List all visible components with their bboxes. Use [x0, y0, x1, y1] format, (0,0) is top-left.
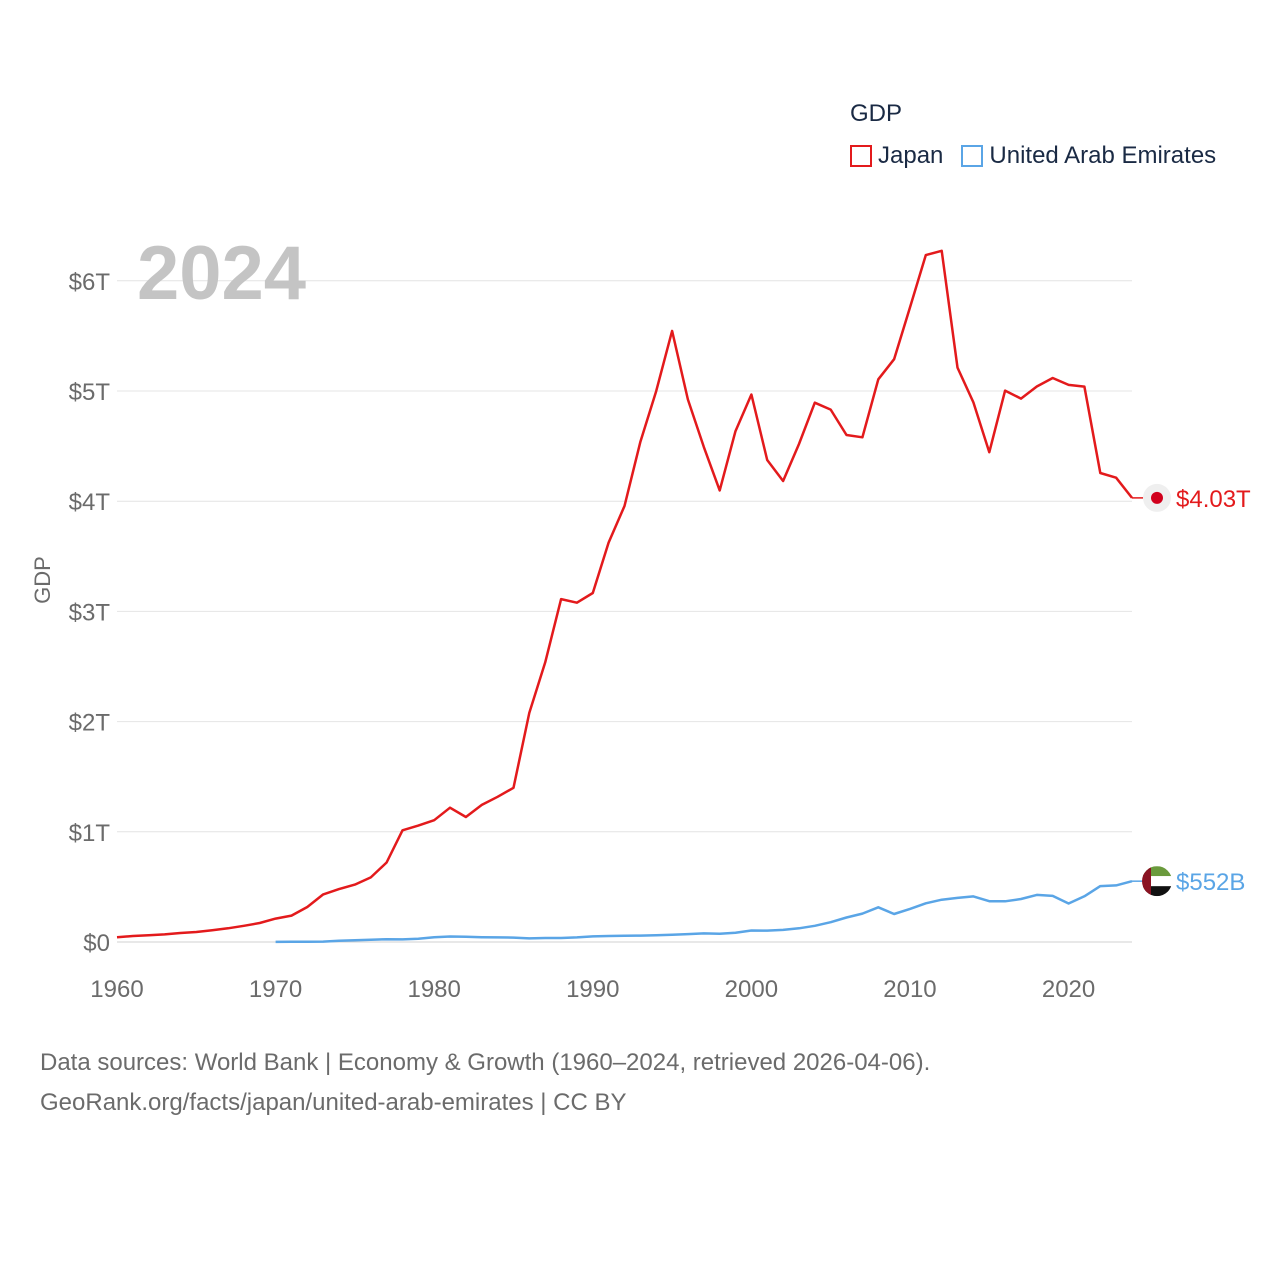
- x-tick-label: 2010: [883, 976, 936, 1003]
- x-tick-label: 1970: [249, 976, 302, 1003]
- y-tick-label: $6T: [69, 269, 111, 296]
- uae-flag-red: [1142, 866, 1151, 897]
- source-line-1: Data sources: World Bank | Economy & Gro…: [40, 1049, 931, 1076]
- source-note: Data sources: World Bank | Economy & Gro…: [40, 1043, 930, 1123]
- uae-flag-white: [1142, 876, 1172, 887]
- uae-flag-icon: [1142, 866, 1172, 897]
- series-line-uae[interactable]: [275, 879, 1133, 944]
- gdp-line-chart: 2024 GDP $0 $1T $2T $3T $4T $5T $6T 1960 1970 19…: [30, 231, 1251, 1003]
- end-value-label-japan: $4.03T: [1176, 486, 1251, 513]
- x-tick-label: 1980: [407, 976, 460, 1003]
- uae-flag-black: [1142, 886, 1172, 897]
- legend: Japan United Arab Emirates: [850, 142, 1234, 170]
- y-tick-label: $0: [83, 930, 110, 957]
- y-tick-label: $2T: [69, 710, 111, 737]
- legend-item-japan[interactable]: Japan: [850, 142, 943, 170]
- legend-swatch-uae: [961, 145, 984, 167]
- x-tick-label: 1960: [90, 976, 143, 1003]
- y-axis-label: GDP: [30, 556, 55, 604]
- source-line-2[interactable]: GeoRank.org/facts/japan/united-arab-emir…: [40, 1089, 627, 1116]
- legend-item-uae[interactable]: United Arab Emirates: [961, 142, 1216, 170]
- x-tick-label: 2020: [1042, 976, 1095, 1003]
- legend-label-japan: Japan: [878, 142, 944, 169]
- y-tick-label: $3T: [69, 599, 111, 626]
- legend-title: GDP: [850, 100, 903, 127]
- y-tick-label: $1T: [69, 820, 111, 847]
- legend-label-uae: United Arab Emirates: [989, 142, 1217, 169]
- uae-flag-green: [1142, 866, 1172, 877]
- y-tick-label: $4T: [69, 489, 111, 516]
- legend-swatch-japan: [850, 145, 872, 167]
- year-watermark: 2024: [137, 231, 306, 316]
- x-tick-label: 1990: [566, 976, 619, 1003]
- japan-flag-icon: [1143, 483, 1171, 512]
- series-line-japan[interactable]: [116, 249, 1133, 939]
- end-value-label-uae: $552B: [1176, 869, 1245, 896]
- x-tick-label: 2000: [725, 976, 778, 1003]
- japan-flag-disc: [1151, 491, 1163, 504]
- y-tick-label: $5T: [69, 379, 111, 406]
